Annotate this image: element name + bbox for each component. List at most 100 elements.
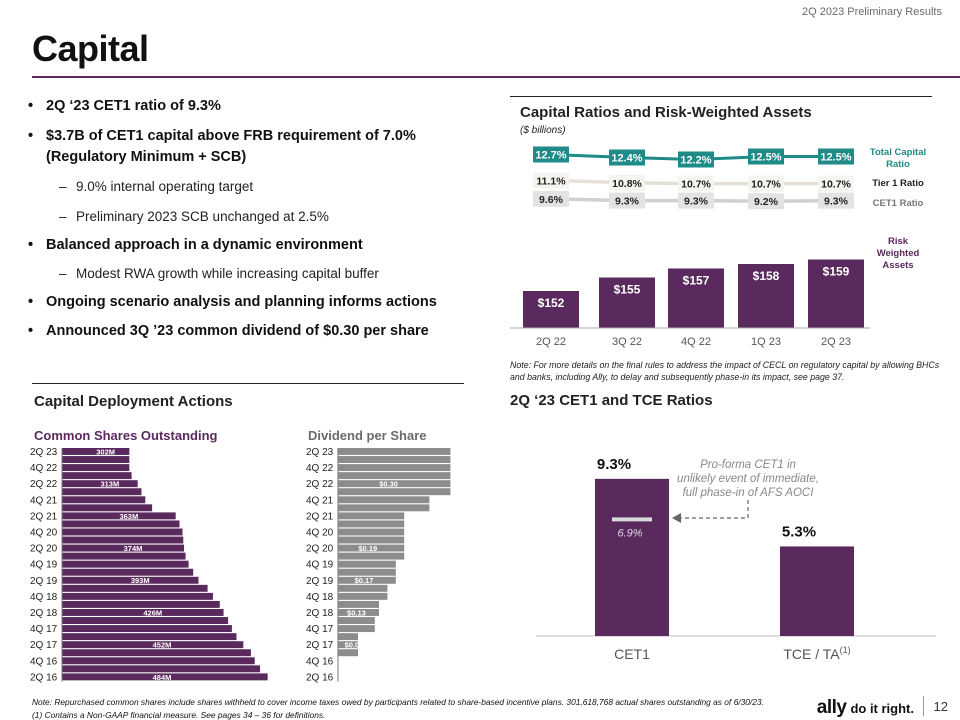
- tier1-point: [533, 172, 569, 189]
- annotation-connector: [680, 500, 749, 519]
- dividend-bar: [338, 592, 388, 600]
- arrow-icon: [672, 513, 681, 523]
- total-capital-point: [818, 148, 854, 165]
- header-period-label: 2Q 2023 Preliminary Results: [801, 6, 942, 18]
- cet1-label: 9.6%: [539, 194, 564, 206]
- shares-bar-label: 374M: [124, 544, 143, 553]
- bullet-scenario-analysis: Ongoing scenario analysis and planning i…: [28, 292, 498, 313]
- y-tick-label: 2Q 18: [306, 608, 334, 619]
- y-tick-label: 4Q 19: [306, 560, 334, 571]
- shares-bar-label: 363M: [119, 512, 138, 521]
- cet1-point: [818, 192, 854, 209]
- shares-bar: [62, 584, 208, 592]
- shares-bar: [62, 649, 251, 657]
- shares-outstanding-chart: 302M 313M 363M 374M 393M 426M 452M 484M 2Q 23 4Q …: [30, 447, 268, 683]
- dividend-bar-label: $0.30: [379, 480, 398, 489]
- shares-bar: [62, 617, 229, 624]
- dividend-bar: [338, 520, 405, 528]
- ally-logo: ally do it right.: [817, 697, 914, 719]
- y-tick-label: 4Q 21: [30, 495, 58, 506]
- y-tick-label: 2Q 18: [30, 608, 58, 619]
- rwa-bar: [808, 259, 864, 328]
- cet1-tce-title: 2Q ‘23 CET1 and TCE Ratios: [510, 392, 713, 409]
- total-capital-point: [748, 148, 784, 165]
- tier1-point: [818, 175, 854, 192]
- dividend-bar: [338, 488, 451, 496]
- legend-line: Total Capital: [870, 147, 926, 158]
- y-tick-label: 4Q 22: [306, 463, 334, 474]
- tier1-label: 10.7%: [821, 179, 851, 191]
- tier1-point: [678, 175, 714, 192]
- tier1-label: 10.8%: [612, 178, 642, 190]
- cet1-tce-chart: 9.3% CET1 5.3% TCE / TA(1) 6.9% Pro-forma CET…: [536, 456, 936, 662]
- shares-bar: [62, 552, 186, 560]
- dividend-bar: [338, 496, 430, 504]
- shares-bar-label: 313M: [100, 480, 119, 489]
- tier1-label: 11.1%: [536, 175, 566, 187]
- capital-ratios-units: ($ billions): [520, 125, 566, 136]
- annotation-line: full phase-in of AFS AOCI: [683, 487, 815, 499]
- legend-cet1: CET1 Ratio: [873, 198, 924, 209]
- shares-bar: [62, 488, 142, 496]
- dividend-bar: [338, 480, 451, 488]
- y-tick-label: 2Q 16: [30, 672, 58, 683]
- capital-ratios-chart: $152 $155 $157 $158 $159 12.7% 12.4% 12.2% 12.5%…: [510, 146, 926, 348]
- capital-ratios-title: Capital Ratios and Risk-Weighted Assets: [520, 104, 812, 121]
- shares-bar: [62, 560, 189, 568]
- deployment-title: Capital Deployment Actions: [34, 393, 233, 410]
- x-tick-label: 3Q 22: [612, 336, 642, 348]
- dividend-bar: [338, 649, 358, 657]
- cet1-point: [678, 192, 714, 209]
- x-tick-label: 2Q 23: [821, 336, 851, 348]
- x-tick-label: CET1: [614, 646, 650, 662]
- dividend-bar: [338, 504, 430, 512]
- shares-bar: [62, 448, 130, 455]
- shares-bar: [62, 544, 185, 552]
- title-divider: [32, 76, 960, 78]
- cet1-label: 9.3%: [615, 196, 640, 208]
- shares-bar-label: 426M: [143, 608, 162, 617]
- shares-bar: [62, 512, 176, 520]
- y-tick-label: 2Q 16: [306, 672, 334, 683]
- dividend-bar: [338, 641, 358, 649]
- x-tick-label: 1Q 23: [751, 336, 781, 348]
- rwa-bar-label: $157: [683, 274, 710, 288]
- cet1-value-label: 9.3%: [597, 456, 631, 473]
- cet1-bar: [595, 478, 669, 636]
- tier1-label: 10.7%: [751, 179, 781, 191]
- deployment-divider: [32, 383, 464, 384]
- dividend-bar: [338, 568, 396, 576]
- y-tick-label: 4Q 16: [30, 656, 58, 667]
- dividend-bar: [338, 464, 451, 472]
- footnote-note: Note: Repurchased common shares include …: [32, 697, 764, 707]
- y-tick-label: 4Q 18: [306, 592, 334, 603]
- legend-tier1: Tier 1 Ratio: [872, 178, 924, 189]
- rwa-bar-label: $159: [823, 265, 850, 279]
- total-capital-label: 12.5%: [820, 152, 851, 164]
- shares-bar: [62, 504, 153, 512]
- tce-value-label: 5.3%: [782, 523, 816, 540]
- footnote-marker: (1): [840, 645, 851, 655]
- dividend-bar: [338, 448, 451, 455]
- shares-bar-label: 452M: [153, 641, 172, 650]
- shares-bar: [62, 528, 183, 536]
- dividend-bar: [338, 625, 375, 633]
- logo-tagline: do it right.: [850, 701, 914, 716]
- rwa-bar-label: $158: [753, 269, 780, 283]
- y-tick-label: 4Q 18: [30, 592, 58, 603]
- total-capital-point: [533, 146, 569, 163]
- annotation-line: unlikely event of immediate,: [677, 473, 819, 485]
- y-tick-label: 2Q 17: [30, 640, 58, 651]
- dividend-bar: [338, 609, 379, 616]
- rwa-bar: [599, 277, 655, 328]
- dividend-bar-label: $0.17: [355, 576, 374, 585]
- cet1-label: 9.2%: [754, 196, 779, 208]
- shares-bar: [62, 625, 232, 633]
- tier1-label: 10.7%: [681, 179, 711, 191]
- total-capital-label: 12.5%: [750, 152, 781, 164]
- shares-chart-title: Common Shares Outstanding: [34, 428, 218, 443]
- shares-bar-label: 302M: [96, 447, 115, 456]
- cet1-point: [609, 192, 645, 209]
- y-tick-label: 4Q 21: [306, 495, 334, 506]
- sub-bullet-scb: Preliminary 2023 SCB unchanged at 2.5%: [28, 207, 498, 227]
